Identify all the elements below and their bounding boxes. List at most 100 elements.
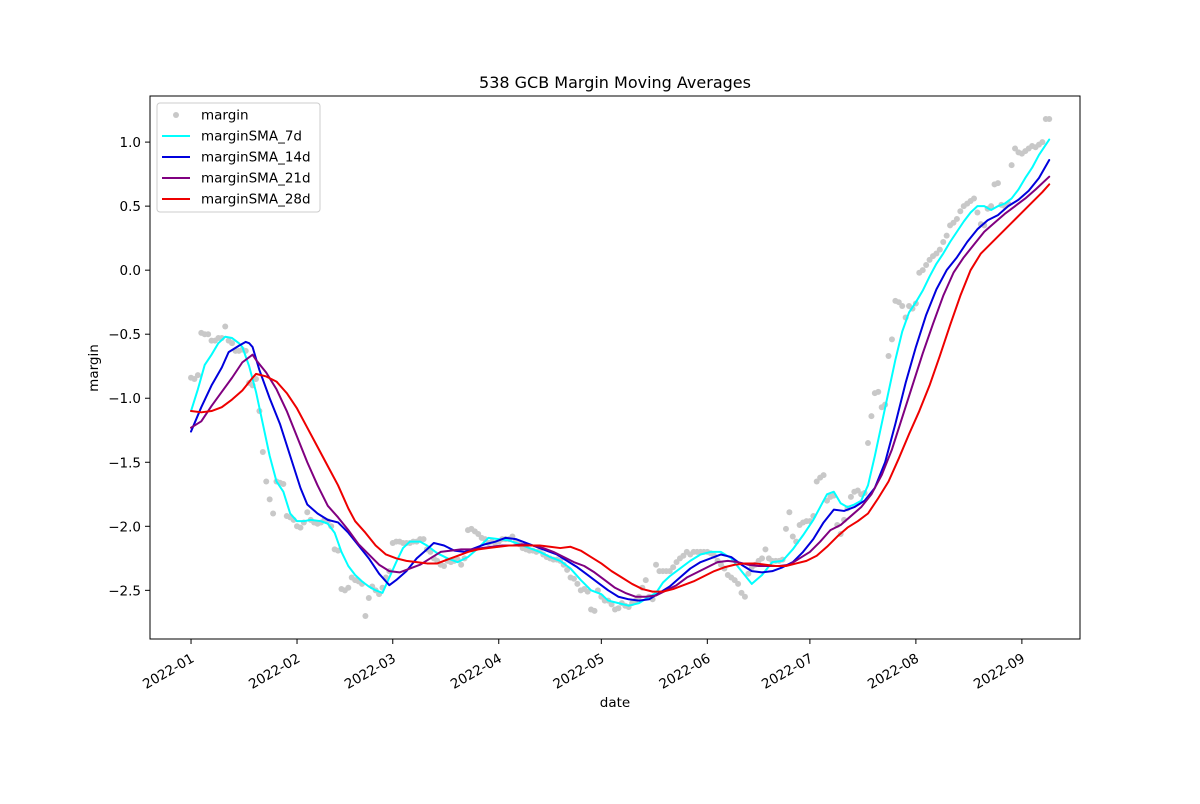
margin-point — [813, 478, 820, 485]
margin-point — [868, 413, 875, 420]
margin-point — [673, 559, 680, 566]
margin-point — [735, 580, 742, 587]
x-axis-label: date — [600, 695, 630, 711]
margin-point — [820, 472, 827, 479]
margin-point — [222, 323, 229, 330]
margin-point — [940, 239, 947, 245]
margin-point — [885, 352, 892, 359]
chart-title: 538 GCB Margin Moving Averages — [479, 73, 751, 92]
y-tick-label: −0.5 — [108, 327, 141, 343]
margin-point — [280, 481, 287, 488]
margin-point — [731, 577, 738, 584]
plot-area-frame — [149, 95, 1081, 640]
legend: margin marginSMA_7d marginSMA_14d margin… — [156, 102, 321, 213]
margin-point — [950, 219, 957, 226]
y-axis: −2.5 −2.0 −1.5 −1.0 −0.5 0.0 0.5 1.0 — [108, 135, 150, 599]
margin-point — [936, 246, 943, 253]
margin-scatter-layer — [188, 116, 1053, 619]
margin-point — [252, 376, 259, 383]
margin-point — [584, 588, 591, 595]
y-tick-label: −1.5 — [108, 455, 141, 471]
margin-point — [789, 533, 796, 540]
series-line-marginsma-14d — [190, 159, 1051, 602]
margin-point — [957, 208, 964, 215]
margin-point — [270, 510, 277, 517]
margin-point — [266, 496, 273, 503]
margin-point — [717, 561, 724, 568]
margin-point — [680, 552, 687, 559]
legend-label-margin: margin — [201, 108, 249, 124]
margin-point — [570, 575, 577, 582]
legend-label-sma-7d: marginSMA_7d — [201, 129, 302, 145]
margin-point — [259, 449, 266, 456]
margin-point — [847, 493, 854, 500]
margin-point — [738, 589, 745, 596]
y-tick-label: −1.0 — [108, 391, 141, 407]
margin-point — [745, 570, 752, 577]
series-lines-layer — [190, 138, 1051, 607]
margin-point — [653, 561, 660, 568]
margin-point — [974, 209, 981, 216]
margin-point — [762, 546, 769, 553]
margin-point — [923, 262, 930, 269]
margin-point — [574, 580, 581, 587]
margin-point — [1046, 116, 1053, 123]
margin-point — [759, 555, 766, 562]
series-line-marginsma-7d — [190, 138, 1051, 607]
margin-point — [608, 601, 615, 608]
y-axis-label: margin — [86, 344, 102, 392]
margin-point — [362, 612, 369, 619]
margin-point — [895, 299, 902, 306]
legend-label-sma-14d: marginSMA_14d — [201, 150, 311, 166]
margin-point — [420, 536, 427, 543]
margin-point — [1008, 162, 1015, 169]
series-line-marginsma-21d — [190, 175, 1051, 598]
margin-point — [194, 372, 201, 379]
legend-label-sma-21d: marginSMA_21d — [201, 171, 311, 187]
margin-point — [615, 605, 622, 612]
y-tick-label: 0.0 — [120, 263, 141, 279]
margin-point — [953, 215, 960, 222]
margin-point — [926, 256, 933, 263]
y-tick-label: 0.5 — [120, 199, 141, 215]
margin-point — [1012, 145, 1019, 152]
margin-point — [786, 509, 793, 516]
legend-box — [156, 102, 321, 213]
series-line-marginsma-28d — [190, 183, 1051, 593]
margin-point — [899, 303, 906, 310]
margin-point — [919, 267, 926, 274]
margin-point — [782, 525, 789, 532]
legend-marker-margin — [173, 112, 179, 118]
margin-point — [888, 336, 895, 343]
margin-point — [591, 607, 598, 614]
margin-point — [191, 376, 198, 383]
margin-point — [229, 340, 236, 347]
margin-point — [345, 584, 352, 591]
margin-point — [263, 478, 270, 485]
margin-point — [642, 577, 649, 584]
margin-point — [365, 595, 372, 602]
margin-point — [304, 509, 311, 516]
y-tick-label: −2.0 — [108, 519, 141, 535]
margin-point — [875, 388, 882, 395]
margin-point — [297, 524, 304, 531]
margin-point — [854, 487, 861, 494]
margin-point — [741, 593, 748, 600]
margin-point — [994, 180, 1001, 187]
margin-point — [1039, 139, 1046, 146]
margin-point — [670, 564, 677, 571]
legend-label-sma-28d: marginSMA_28d — [201, 192, 311, 208]
margin-point — [943, 232, 950, 239]
margin-point — [441, 563, 448, 569]
margin-point — [971, 195, 978, 202]
margin-point — [475, 530, 482, 537]
margin-point — [933, 250, 940, 257]
margin-point — [666, 568, 673, 575]
margin-point — [205, 331, 212, 338]
y-tick-label: −2.5 — [108, 583, 141, 599]
margin-point — [988, 203, 995, 210]
margin-point — [865, 440, 872, 447]
y-tick-label: 1.0 — [120, 135, 141, 151]
